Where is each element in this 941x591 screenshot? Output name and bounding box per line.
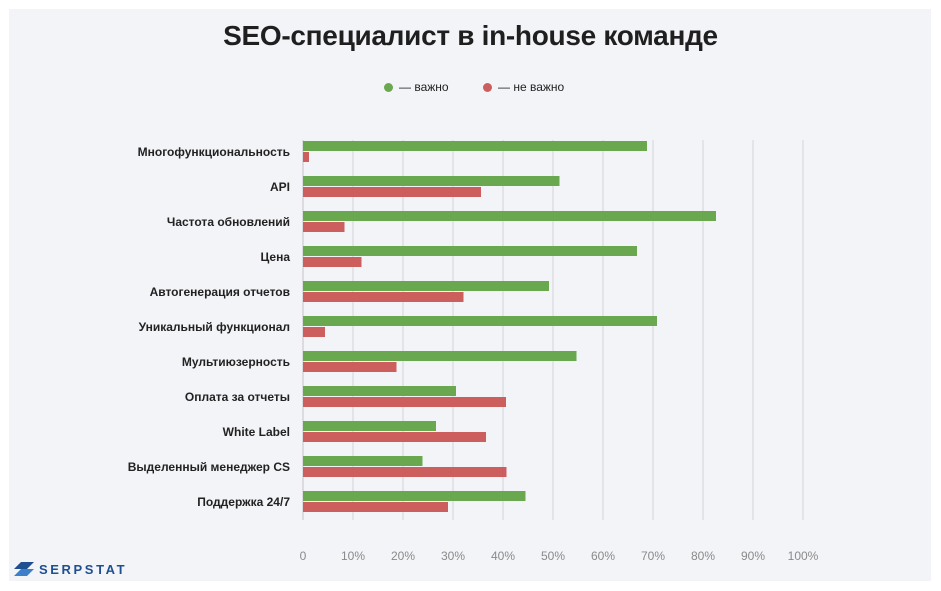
x-tick-label: 20%	[391, 549, 415, 563]
x-tick-label: 70%	[641, 549, 665, 563]
bar-not-important	[303, 327, 325, 337]
category-label: Многофункциональность	[138, 145, 290, 159]
bar-important	[303, 351, 577, 361]
bar-important	[303, 386, 456, 396]
bar-not-important	[303, 467, 507, 477]
category-label: Выделенный менеджер CS	[128, 460, 290, 474]
bar-important	[303, 456, 423, 466]
bar-important	[303, 316, 657, 326]
legend-label-not-important: — не важно	[498, 80, 565, 94]
x-tick-label: 80%	[691, 549, 715, 563]
bar-not-important	[303, 362, 397, 372]
bar-not-important	[303, 152, 309, 162]
category-label: Частота обновлений	[167, 215, 290, 229]
x-tick-label: 100%	[788, 549, 819, 563]
serpstat-logo-text: SERPSTAT	[39, 561, 128, 577]
x-tick-label: 90%	[741, 549, 765, 563]
x-tick-label: 10%	[341, 549, 365, 563]
category-label: API	[270, 180, 290, 194]
category-label: Поддержка 24/7	[197, 495, 290, 509]
bar-important	[303, 211, 716, 221]
legend-item-not-important: — не важно	[483, 80, 564, 94]
bar-important	[303, 176, 560, 186]
serpstat-logo-icon	[14, 562, 34, 576]
x-tick-label: 30%	[441, 549, 465, 563]
bar-not-important	[303, 257, 362, 267]
bar-not-important	[303, 222, 345, 232]
bar-important	[303, 491, 526, 501]
category-label: Цена	[260, 250, 290, 264]
bar-not-important	[303, 397, 506, 407]
legend-label-important: — важно	[399, 80, 449, 94]
category-label: Мультиюзерность	[182, 355, 290, 369]
bar-not-important	[303, 432, 486, 442]
serpstat-logo: SERPSTAT	[14, 560, 127, 578]
category-label: White Label	[223, 425, 290, 439]
legend-marker-not-important	[483, 82, 492, 92]
bar-not-important	[303, 187, 481, 197]
chart-title: SEO-специалист в in-house команде	[223, 20, 718, 51]
bar-important	[303, 421, 436, 431]
chart-background	[9, 9, 931, 581]
bar-important	[303, 281, 549, 291]
bar-not-important	[303, 502, 448, 512]
category-label: Оплата за отчеты	[185, 390, 290, 404]
bar-not-important	[303, 292, 464, 302]
legend: — важно — не важно	[0, 80, 941, 98]
bar-important	[303, 141, 647, 151]
bar-important	[303, 246, 637, 256]
x-tick-label: 40%	[491, 549, 515, 563]
legend-item-important: — важно	[384, 80, 449, 94]
category-label: Уникальный функционал	[139, 320, 290, 334]
x-tick-label: 60%	[591, 549, 615, 563]
x-tick-label: 0	[300, 549, 307, 563]
x-tick-label: 50%	[541, 549, 565, 563]
category-label: Автогенерация отчетов	[150, 285, 290, 299]
legend-marker-important	[384, 82, 393, 92]
